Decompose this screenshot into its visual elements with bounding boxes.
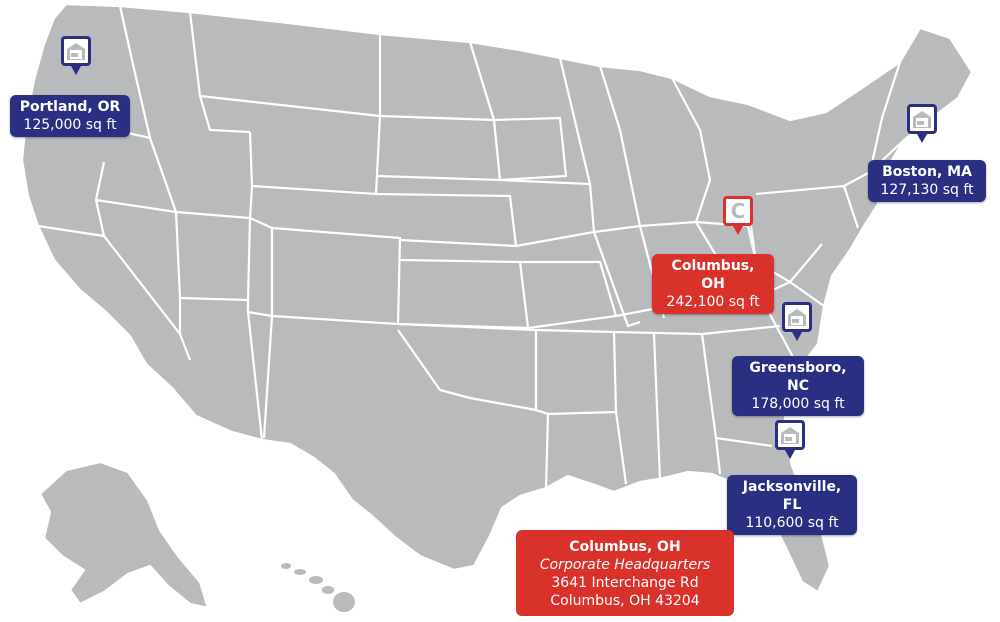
- location-label-portland[interactable]: Portland, OR 125,000 sq ft: [10, 95, 130, 137]
- location-city: Columbus, OH: [671, 258, 755, 292]
- warehouse-icon: [67, 43, 85, 60]
- location-label-jacksonville[interactable]: Jacksonville, FL 110,600 sq ft: [727, 475, 857, 535]
- location-label-greensboro[interactable]: Greensboro, NC 178,000 sq ft: [732, 356, 864, 416]
- state-borders: [25, 5, 905, 489]
- warehouse-pin-jacksonville[interactable]: [775, 420, 805, 459]
- c-letter-icon: C: [730, 199, 746, 223]
- warehouse-icon: [781, 427, 799, 444]
- headquarters-subtitle: Corporate Headquarters: [539, 557, 711, 573]
- location-city: Jacksonville, FL: [742, 479, 842, 513]
- location-size: 242,100 sq ft: [666, 294, 760, 310]
- headquarters-address-line2: Columbus, OH 43204: [550, 593, 700, 609]
- alaska: [38, 460, 210, 610]
- location-size: 178,000 sq ft: [751, 396, 845, 412]
- warehouse-pin-boston[interactable]: [907, 104, 937, 143]
- headquarters-pin-columbus[interactable]: C: [723, 196, 753, 235]
- warehouse-pin-portland[interactable]: [61, 36, 91, 75]
- location-label-boston[interactable]: Boston, MA 127,130 sq ft: [868, 160, 986, 202]
- warehouse-icon: [913, 111, 931, 128]
- location-size: 125,000 sq ft: [23, 117, 117, 133]
- location-size: 110,600 sq ft: [745, 515, 839, 531]
- location-city: Portland, OR: [19, 99, 121, 115]
- hawaii: [281, 563, 355, 612]
- warehouse-icon: [788, 309, 806, 326]
- headquarters-address-line1: 3641 Interchange Rd: [551, 575, 699, 591]
- location-label-columbus[interactable]: Columbus, OH 242,100 sq ft: [652, 254, 774, 314]
- location-city: Boston, MA: [882, 164, 972, 180]
- warehouse-pin-greensboro[interactable]: [782, 302, 812, 341]
- location-size: 127,130 sq ft: [880, 182, 974, 198]
- headquarters-city: Columbus, OH: [569, 539, 681, 555]
- headquarters-card[interactable]: Columbus, OH Corporate Headquarters 3641…: [516, 530, 734, 616]
- location-city: Greensboro, NC: [749, 360, 847, 394]
